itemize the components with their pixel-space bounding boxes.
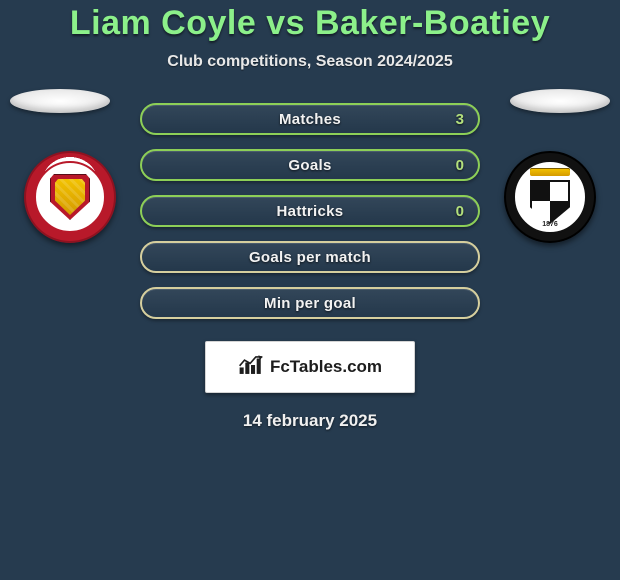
- team-crest-right-shield: [530, 180, 570, 224]
- stat-bars: Matches 3 Goals 0 Hattricks 0 Goals per match M…: [140, 103, 480, 319]
- team-crest-left: [24, 151, 116, 243]
- player-silhouette-left: [10, 89, 110, 113]
- page-title: Liam Coyle vs Baker-Boatiey: [0, 4, 620, 43]
- brand-text: FcTables.com: [270, 357, 382, 377]
- team-crest-right-year: 1876: [542, 221, 558, 228]
- arena: 1876 Matches 3 Goals 0 Hattricks 0 Goals per m…: [0, 103, 620, 319]
- team-crest-left-shield: [50, 174, 90, 220]
- stat-value: 0: [456, 157, 464, 174]
- brand-chart-icon: [238, 354, 264, 381]
- player-silhouette-right: [510, 89, 610, 113]
- stat-label: Goals: [288, 157, 331, 174]
- snapshot-date: 14 february 2025: [0, 411, 620, 431]
- comparison-card: Liam Coyle vs Baker-Boatiey Club competi…: [0, 0, 620, 580]
- team-crest-right-band: [530, 168, 570, 176]
- subtitle: Club competitions, Season 2024/2025: [0, 53, 620, 71]
- stat-label: Min per goal: [264, 295, 356, 312]
- stat-bar: Matches 3: [140, 103, 480, 135]
- stat-bar: Goals per match: [140, 241, 480, 273]
- brand-link[interactable]: FcTables.com: [205, 341, 415, 393]
- team-crest-right: 1876: [504, 151, 596, 243]
- stat-value: 3: [456, 111, 464, 128]
- stat-bar: Goals 0: [140, 149, 480, 181]
- stat-bar: Hattricks 0: [140, 195, 480, 227]
- stat-value: 0: [456, 203, 464, 220]
- stat-label: Matches: [279, 111, 341, 128]
- stat-bar: Min per goal: [140, 287, 480, 319]
- stat-label: Hattricks: [277, 203, 344, 220]
- team-crest-left-inner: [34, 161, 106, 233]
- team-crest-right-inner: 1876: [513, 160, 587, 234]
- stat-label: Goals per match: [249, 249, 371, 266]
